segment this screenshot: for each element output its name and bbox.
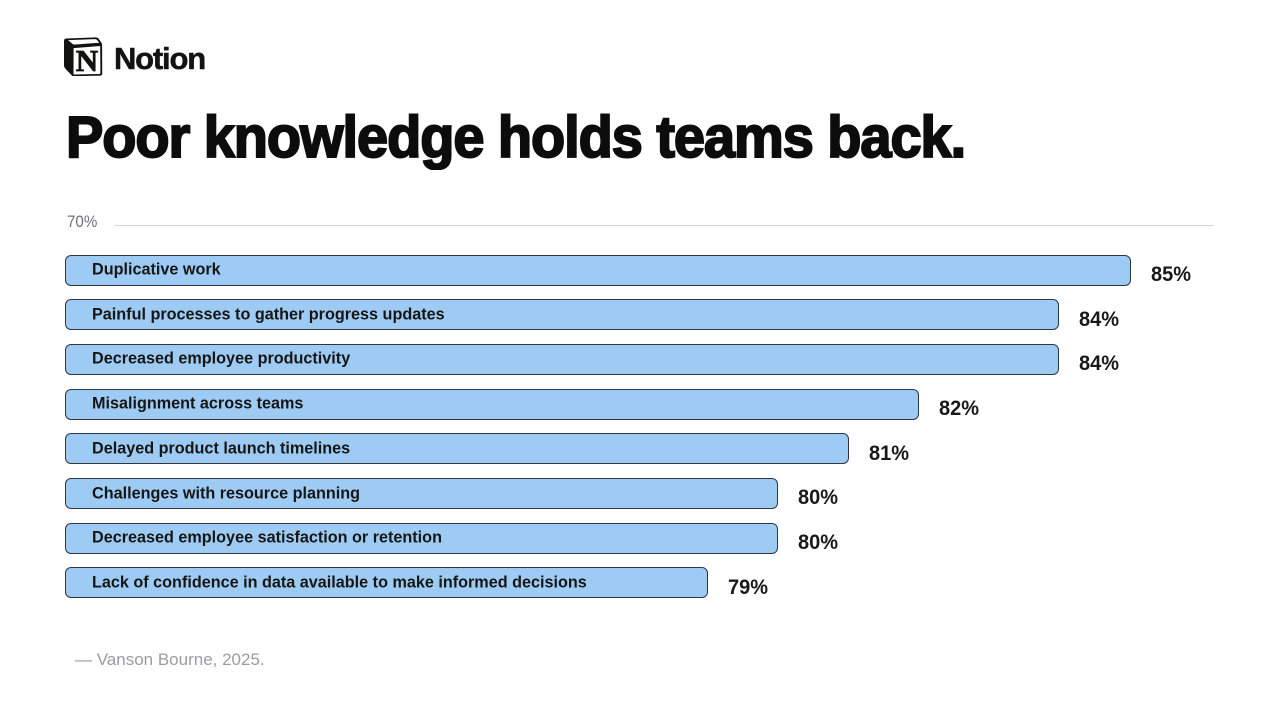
svg-text:N: N [76, 43, 98, 76]
